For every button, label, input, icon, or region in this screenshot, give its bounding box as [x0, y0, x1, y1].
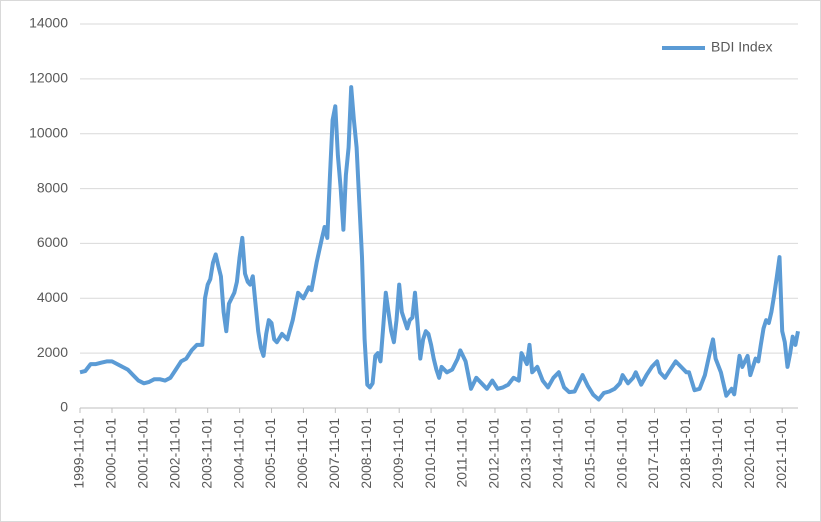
x-tick-label: 2007-11-01: [326, 418, 342, 489]
x-tick-label: 2005-11-01: [262, 418, 278, 489]
data-line: [79, 85, 800, 402]
x-tick-label: 2002-11-01: [166, 418, 182, 489]
x-tick-label: 2001-11-01: [135, 418, 151, 489]
y-tick-label: 6000: [37, 234, 68, 250]
x-tick-label: 2003-11-01: [198, 418, 214, 489]
x-tick-label: 2006-11-01: [294, 418, 310, 489]
x-tick-label: 1999-11-01: [71, 418, 87, 489]
x-tick-label: 2016-11-01: [613, 418, 629, 489]
y-tick-label: 14000: [29, 15, 68, 31]
x-tick-label: 2019-11-01: [709, 418, 725, 489]
y-tick-label: 0: [60, 399, 68, 415]
x-tick-label: 2010-11-01: [422, 418, 438, 489]
y-tick-label: 10000: [29, 124, 68, 140]
y-tick-label: 4000: [37, 289, 68, 305]
x-tick-label: 2008-11-01: [358, 418, 374, 489]
x-tick-label: 2021-11-01: [773, 418, 789, 489]
y-tick-label: 12000: [29, 70, 68, 86]
x-tick-label: 2017-11-01: [645, 418, 661, 489]
x-tick-label: 2014-11-01: [549, 418, 565, 489]
y-tick-label: 2000: [37, 344, 68, 360]
legend-label: BDI Index: [711, 39, 772, 55]
x-tick-label: 2009-11-01: [390, 418, 406, 489]
x-tick-label: 2013-11-01: [518, 418, 534, 489]
x-tick-label: 2012-11-01: [486, 418, 502, 489]
x-tick-label: 2011-11-01: [454, 418, 470, 488]
x-tick-label: 2000-11-01: [103, 418, 119, 489]
x-tick-label: 2004-11-01: [230, 418, 246, 489]
x-tick-label: 2018-11-01: [677, 418, 693, 489]
y-tick-label: 8000: [37, 179, 68, 195]
x-tick-label: 2020-11-01: [741, 418, 757, 489]
x-tick-label: 2015-11-01: [581, 418, 597, 489]
